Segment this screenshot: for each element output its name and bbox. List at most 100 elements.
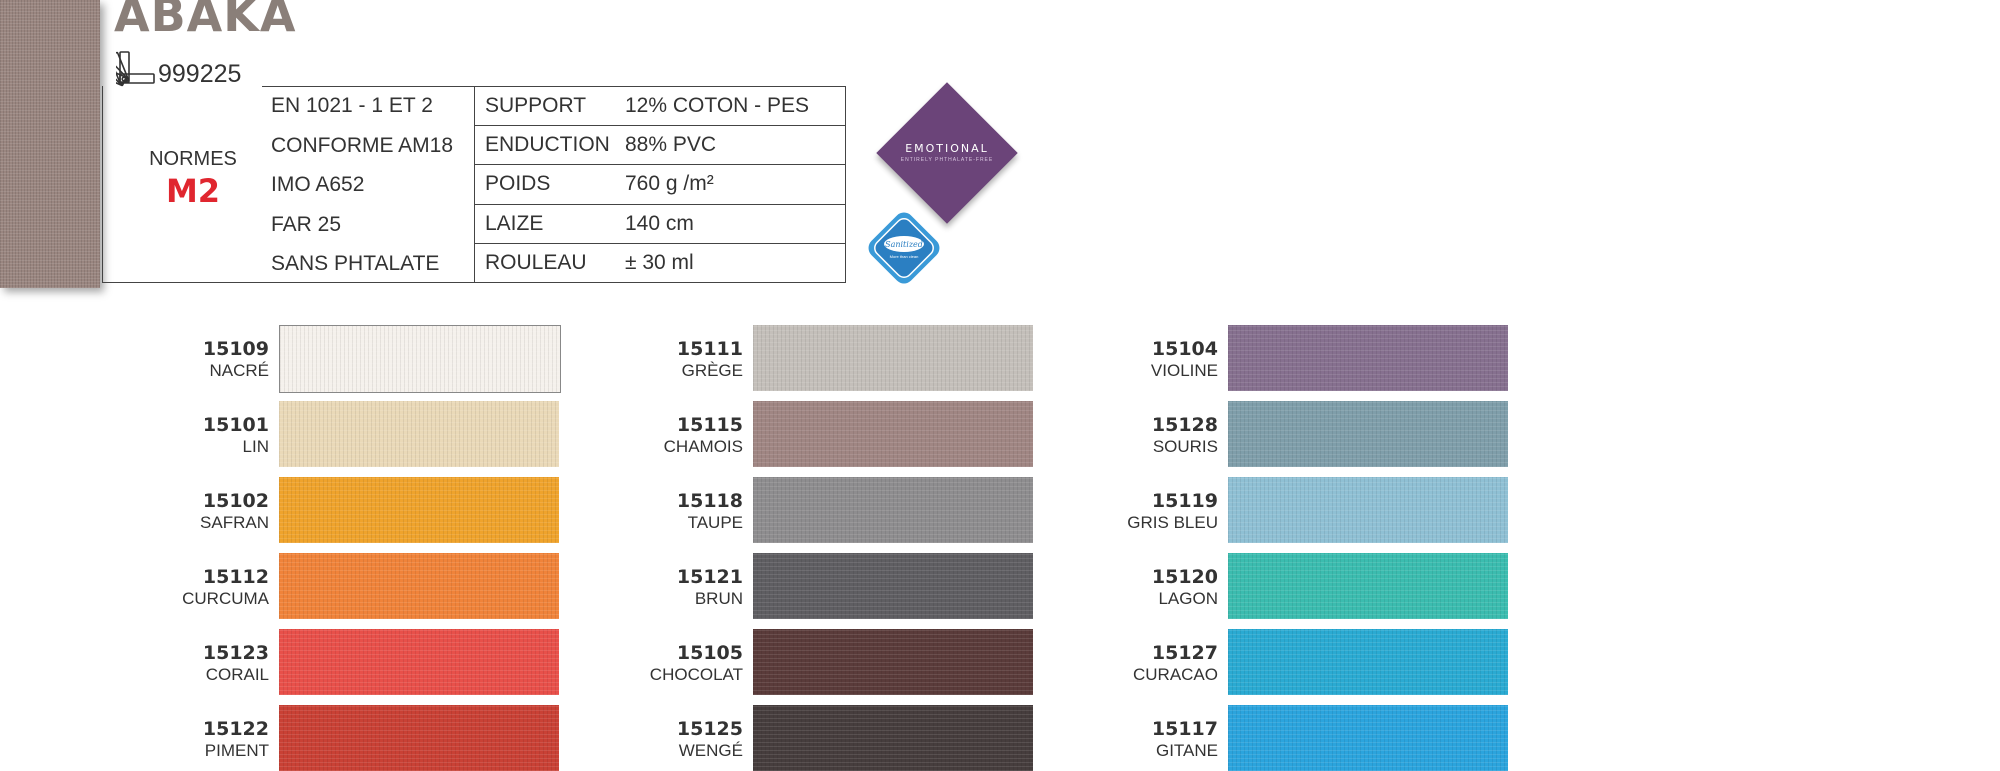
sanitized-badge-sublabel: More than clean	[890, 254, 919, 259]
product-title: ABAKA	[114, 0, 297, 42]
color-code: 15102	[202, 490, 269, 512]
color-name: CURCUMA	[182, 589, 269, 608]
table-row: POIDS 760 g /m²	[474, 164, 846, 205]
table-row: LAIZE 140 cm	[474, 203, 846, 244]
color-row: 15122 PIMENT	[80, 705, 559, 771]
color-name: GRÈGE	[681, 361, 743, 380]
color-name: PIMENT	[204, 741, 269, 760]
color-row: 15127 CURACAO	[1031, 629, 1508, 695]
color-row: 15101 LIN	[80, 401, 559, 467]
color-swatch	[1228, 477, 1508, 543]
color-swatch	[753, 553, 1033, 619]
normes-rating: M2	[165, 172, 221, 210]
color-swatch	[1228, 553, 1508, 619]
color-name: TAUPE	[687, 513, 743, 532]
color-name: BRUN	[694, 589, 743, 608]
color-name: CORAIL	[205, 665, 269, 684]
color-row: 15121 BRUN	[556, 553, 1033, 619]
color-name: SOURIS	[1152, 437, 1218, 456]
color-swatch	[279, 325, 561, 393]
property-label: ENDUCTION	[474, 125, 625, 166]
color-row: 15123 CORAIL	[80, 629, 559, 695]
color-code: 15104	[1151, 338, 1218, 360]
emotional-badge-sublabel: ENTIRELY PHTHALATE-FREE	[900, 157, 994, 163]
color-name: GRIS BLEU	[1127, 513, 1218, 532]
norm-item: IMO A652	[271, 173, 365, 196]
color-swatch	[753, 629, 1033, 695]
color-swatch	[279, 401, 559, 467]
swatch-fan-icon	[116, 51, 155, 87]
property-label: LAIZE	[474, 203, 625, 244]
sanitized-badge-label: Sanitized	[885, 240, 923, 249]
property-value: 140 cm	[625, 203, 846, 244]
property-label: POIDS	[474, 164, 625, 205]
color-swatch	[279, 705, 559, 771]
color-row: 15128 SOURIS	[1031, 401, 1508, 467]
color-row: 15118 TAUPE	[556, 477, 1033, 543]
color-code: 15127	[1151, 642, 1218, 664]
color-code: 15105	[676, 642, 743, 664]
color-row: 15120 LAGON	[1031, 553, 1508, 619]
property-value: ± 30 ml	[625, 242, 846, 284]
color-code: 15121	[676, 566, 743, 588]
color-row: 15104 VIOLINE	[1031, 325, 1508, 391]
norm-item: CONFORME AM18	[271, 134, 454, 157]
property-label: ROULEAU	[474, 242, 625, 284]
color-swatch	[753, 401, 1033, 467]
divider	[102, 86, 103, 283]
color-code: 15119	[1151, 490, 1218, 512]
color-swatch	[279, 553, 559, 619]
normes-section: NORMES M2 EN 1021 - 1 ET 2 CONFORME AM18…	[102, 86, 846, 283]
color-name: LIN	[242, 437, 269, 456]
color-swatch	[279, 629, 559, 695]
color-code: 15120	[1151, 566, 1218, 588]
color-code: 15122	[202, 718, 269, 740]
fabric-sample-image	[0, 0, 100, 288]
color-swatch	[753, 325, 1033, 391]
color-row: 15115 CHAMOIS	[556, 401, 1033, 467]
color-code: 15111	[676, 338, 743, 360]
color-code: 15125	[676, 718, 743, 740]
reference-row: 999225	[116, 48, 241, 88]
color-swatch	[1228, 325, 1508, 391]
table-row: ENDUCTION 88% PVC	[474, 125, 846, 166]
color-swatch	[753, 477, 1033, 543]
color-code: 15117	[1151, 718, 1218, 740]
color-swatch	[1228, 705, 1508, 771]
color-name: CHOCOLAT	[649, 665, 743, 684]
emotional-badge-label: EMOTIONAL	[905, 142, 989, 155]
color-code: 15128	[1151, 414, 1218, 436]
color-row: 15125 WENGÉ	[556, 705, 1033, 771]
color-code: 15118	[676, 490, 743, 512]
color-row: 15109 NACRÉ	[80, 325, 561, 393]
color-swatch	[1228, 401, 1508, 467]
color-row: 15105 CHOCOLAT	[556, 629, 1033, 695]
color-code: 15123	[202, 642, 269, 664]
property-label: SUPPORT	[474, 85, 625, 127]
table-row: SUPPORT 12% COTON - PES	[474, 85, 846, 127]
table-row: ROULEAU ± 30 ml	[474, 242, 846, 284]
color-row: 15111 GRÈGE	[556, 325, 1033, 391]
divider	[102, 282, 846, 283]
color-name: CHAMOIS	[663, 437, 743, 456]
property-value: 88% PVC	[625, 125, 846, 166]
norm-item: FAR 25	[271, 213, 342, 236]
color-code: 15109	[202, 338, 269, 360]
color-code: 15115	[676, 414, 743, 436]
color-name: CURACAO	[1132, 665, 1218, 684]
norm-item: SANS PHTALATE	[271, 252, 440, 275]
reference-code: 999225	[158, 60, 242, 88]
color-code: 15112	[202, 566, 269, 588]
properties-table: SUPPORT 12% COTON - PES ENDUCTION 88% PV…	[474, 85, 846, 284]
color-name: WENGÉ	[678, 741, 743, 760]
color-row: 15119 GRIS BLEU	[1031, 477, 1508, 543]
color-name: VIOLINE	[1150, 361, 1218, 380]
color-row: 15117 GITANE	[1031, 705, 1508, 771]
property-value: 760 g /m²	[625, 164, 846, 205]
color-swatch	[1228, 629, 1508, 695]
color-name: LAGON	[1158, 589, 1218, 608]
sanitized-badge: Sanitized More than clean	[868, 212, 940, 284]
color-name: NACRÉ	[209, 361, 269, 380]
color-swatch	[279, 477, 559, 543]
color-name: GITANE	[1155, 741, 1218, 760]
